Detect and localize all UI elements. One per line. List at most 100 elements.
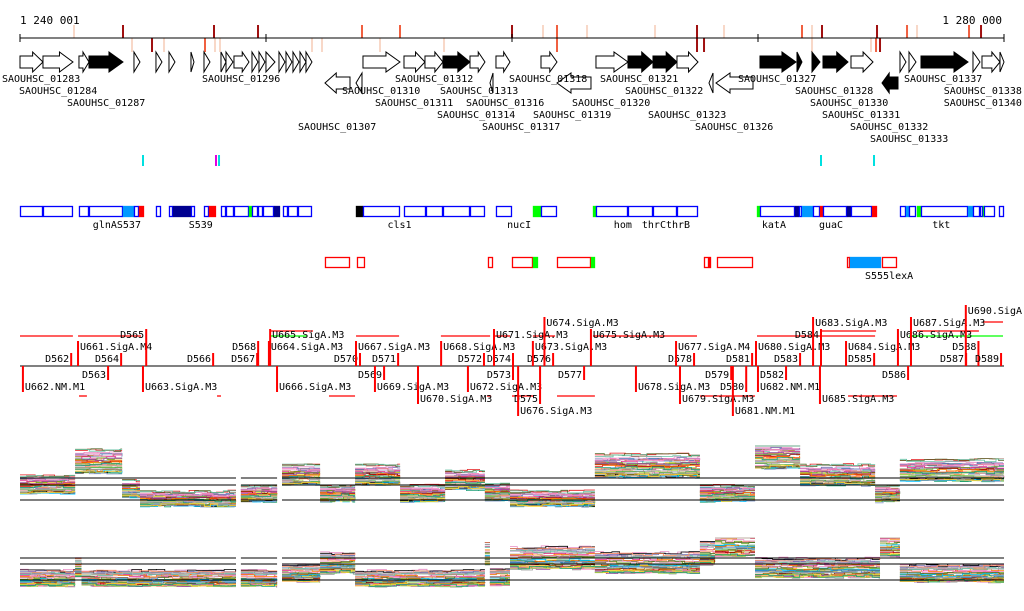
transcript-label: U677.SigA.M4 [678, 342, 750, 353]
transcript-label: D589 [975, 354, 999, 365]
transcript-marker [799, 353, 802, 366]
expression-line [510, 549, 595, 554]
expression-panels [20, 445, 1005, 588]
expression-line [75, 562, 82, 564]
transcript-label: U686.SigA.M3 [900, 330, 972, 341]
expression-line [510, 549, 595, 553]
feature-box [652, 205, 678, 218]
expression-line [699, 542, 715, 544]
expression-line [755, 463, 801, 466]
transcript-marker [276, 366, 279, 392]
gene-arrow-forward [251, 50, 259, 74]
feature-box [511, 256, 534, 269]
feature-box [983, 205, 996, 218]
feature-box [155, 205, 162, 218]
transcript-label: D565 [120, 330, 144, 341]
gene-arrow-forward [19, 50, 44, 74]
expression-line [320, 569, 356, 573]
gene-label: SAOUHSC_01318 [509, 74, 587, 85]
transcript-label: D564 [95, 354, 119, 365]
transcript-marker [267, 341, 270, 366]
feature-box [362, 205, 401, 218]
expression-line [400, 491, 446, 494]
transcript-marker [416, 366, 419, 404]
variant-mark [542, 25, 545, 38]
transcript-marker [212, 353, 215, 366]
expression-line [122, 490, 140, 494]
expression-panel-1 [20, 445, 1005, 508]
expression-line [320, 488, 356, 490]
feature-box [487, 256, 494, 269]
transcript-marker [70, 353, 73, 366]
feature-label: katA [762, 220, 786, 231]
feature-box [812, 205, 821, 218]
expression-line [880, 539, 900, 542]
expression-line [899, 563, 1004, 567]
transcript-label: D563 [82, 370, 106, 381]
transcript-marker [977, 341, 980, 366]
expression-line [140, 493, 236, 497]
transcript-label: D576 [527, 354, 551, 365]
feature-box [967, 205, 974, 218]
expression-line [800, 479, 876, 483]
feature-box [495, 205, 513, 218]
transcript-label: D582 [760, 370, 784, 381]
expression-line [282, 473, 321, 477]
transcript-label: D577 [558, 370, 582, 381]
expression-line [899, 564, 1004, 568]
expression-line [755, 448, 801, 452]
expression-line [699, 496, 755, 501]
gene-arrow-forward [203, 50, 211, 74]
transcript-label: D581 [726, 354, 750, 365]
transcript-label: U669.SigA.M3 [377, 382, 449, 393]
transcript-label: U663.SigA.M3 [145, 382, 217, 393]
transcript-label: D586 [882, 370, 906, 381]
expression-line [445, 470, 485, 473]
gene-arrow-forward [899, 50, 907, 74]
expression-line [594, 468, 700, 472]
gene-arrow-forward [265, 50, 276, 74]
expression-line [122, 494, 140, 497]
expression-line [510, 493, 595, 497]
expression-line [445, 475, 485, 478]
gene-arrow-forward [225, 50, 234, 74]
feature-track-2: S555lexA [324, 256, 913, 282]
expression-line [715, 540, 755, 545]
expression-line [320, 565, 356, 569]
feature-box [595, 205, 629, 218]
feature-box [297, 205, 313, 218]
variant-mark [443, 38, 446, 52]
expression-line [715, 550, 755, 555]
expression-line [81, 583, 236, 587]
feature-box [819, 205, 824, 218]
transcript-label: U680.SigA.M3 [758, 342, 830, 353]
expression-line [240, 580, 278, 583]
expression-line [20, 490, 76, 493]
feature-box [190, 205, 196, 218]
gene-label: SAOUHSC_01327 [738, 74, 816, 85]
expression-line [699, 546, 715, 549]
expression-line [240, 583, 278, 587]
feature-box [756, 205, 761, 218]
feature-box [172, 205, 192, 218]
feature-box [425, 205, 444, 218]
variant-mark [968, 25, 971, 38]
gene-arrow-forward [540, 50, 558, 74]
expression-line [594, 454, 700, 458]
expression-line [899, 458, 1004, 462]
gene-label: SAOUHSC_01323 [648, 110, 726, 121]
transcript-marker [269, 329, 272, 366]
expression-line [445, 479, 485, 482]
gene-arrow-forward [908, 50, 917, 74]
transcript-marker [693, 353, 696, 366]
transcript-label: U681.NM.M1 [735, 406, 795, 417]
expression-line [800, 465, 876, 470]
expression-line [240, 487, 278, 491]
gene-arrow-reverse [556, 72, 592, 94]
expression-line [282, 567, 321, 570]
feature-box [801, 205, 814, 218]
gene-label: SAOUHSC_01319 [533, 110, 611, 121]
feature-box [846, 256, 851, 269]
site-mark [819, 155, 822, 166]
variant-mark [879, 38, 882, 52]
